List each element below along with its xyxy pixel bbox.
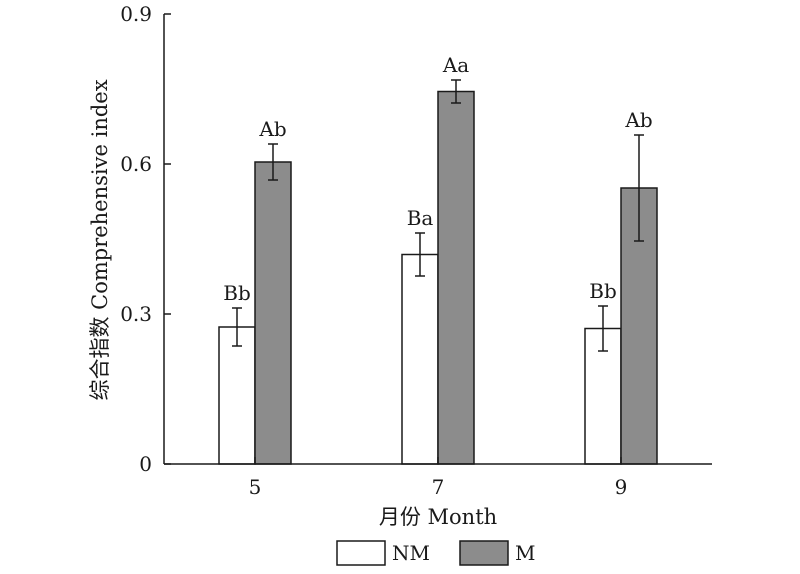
significance-label-nm-5: Bb xyxy=(223,281,251,305)
error-bar-nm-9 xyxy=(598,305,608,352)
bar-nm-5 xyxy=(218,326,256,465)
y-tick-label: 0 xyxy=(139,452,152,476)
x-tick-label: 5 xyxy=(249,475,262,499)
y-axis-title: 综合指数 Comprehensive index xyxy=(88,79,112,400)
significance-label-m-5: Ab xyxy=(258,117,286,141)
x-axis-title: 月份 Month xyxy=(379,505,497,529)
error-bar-nm-5 xyxy=(232,307,242,347)
significance-label-nm-9: Bb xyxy=(589,279,617,303)
bar-nm-7 xyxy=(401,253,439,465)
bar-m-5 xyxy=(254,161,292,465)
bar-m-7 xyxy=(437,90,475,465)
significance-label-nm-7: Ba xyxy=(407,206,434,230)
axes: 0 0.3 0.6 0.9 5 7 9 xyxy=(120,2,712,499)
legend-swatch-m xyxy=(459,540,509,566)
legend-swatch-nm xyxy=(336,540,386,566)
x-tick-label: 7 xyxy=(432,475,445,499)
error-bar-m-9 xyxy=(634,134,644,242)
plot-area: Bb Ab Ba Aa Bb Ab xyxy=(218,53,658,465)
legend-item-m: M xyxy=(459,540,535,566)
significance-label-m-7: Aa xyxy=(442,53,469,77)
error-bar-nm-7 xyxy=(415,232,425,277)
y-tick-label: 0.3 xyxy=(120,302,152,326)
error-bar-m-7 xyxy=(451,79,461,104)
legend-label-nm: NM xyxy=(392,541,430,565)
y-tick-label: 0.9 xyxy=(120,2,152,26)
legend-label-m: M xyxy=(515,541,535,565)
significance-label-m-9: Ab xyxy=(624,108,652,132)
legend: NM M xyxy=(336,540,535,566)
legend-item-nm: NM xyxy=(336,540,430,566)
y-tick-label: 0.6 xyxy=(120,152,152,176)
error-bar-m-5 xyxy=(268,143,278,181)
x-tick-label: 9 xyxy=(615,475,628,499)
